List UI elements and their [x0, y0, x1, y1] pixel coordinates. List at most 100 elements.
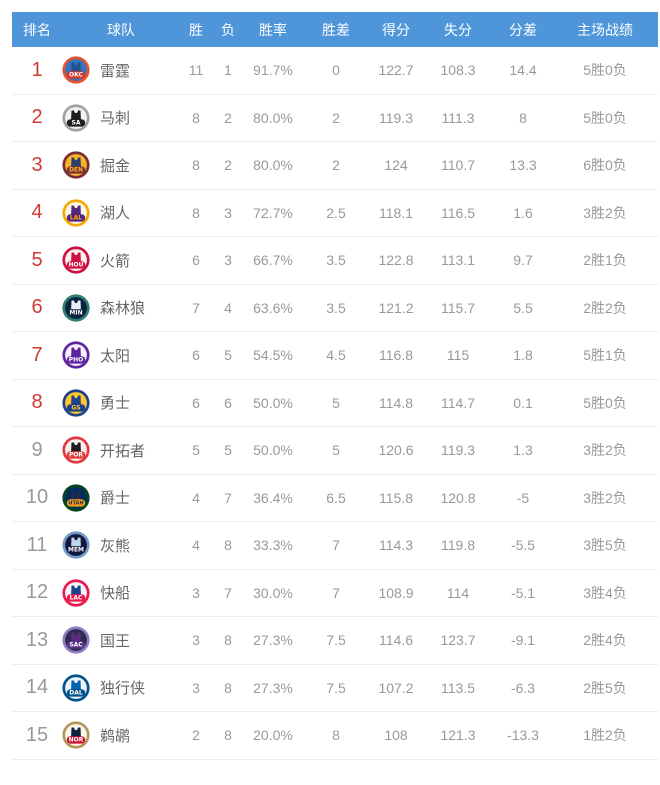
points-for-value: 107.2: [378, 679, 414, 696]
team-cell[interactable]: UTAH 爵士: [62, 484, 180, 512]
svg-text:DEN: DEN: [69, 167, 83, 174]
team-name[interactable]: 开拓者: [100, 442, 146, 460]
home-record-value: 2胜2负: [583, 299, 627, 316]
team-cell[interactable]: OKC 雷霆: [62, 56, 180, 84]
team-name[interactable]: 独行侠: [100, 680, 146, 698]
losses-value: 5: [224, 442, 232, 459]
team-name[interactable]: 马刺: [100, 110, 131, 128]
svg-text:SAC: SAC: [69, 642, 83, 649]
team-name[interactable]: 湖人: [100, 205, 131, 223]
column-header-games-behind: 胜差: [322, 21, 350, 38]
team-name[interactable]: 国王: [100, 632, 131, 650]
point-diff-value: 1.8: [513, 347, 533, 364]
team-cell[interactable]: GS 勇士: [62, 389, 180, 417]
wins-value: 7: [192, 299, 200, 316]
team-logo-icon: UTAH: [62, 484, 90, 512]
rank-value: 4: [31, 201, 43, 224]
team-name[interactable]: 鹈鹕: [100, 727, 131, 745]
games-behind-value: 7.5: [326, 632, 346, 649]
rank-value: 1: [31, 58, 43, 81]
team-cell[interactable]: SA 马刺: [62, 104, 180, 132]
points-against-value: 113.5: [441, 679, 475, 696]
team-name[interactable]: 掘金: [100, 157, 131, 175]
losses-value: 2: [224, 157, 232, 174]
standings-row: 1 OKC 雷霆 11 1 91.7% 0 122.7 108.3 14.4 5胜0负: [12, 47, 658, 95]
point-diff-value: -5.5: [510, 537, 536, 554]
team-name[interactable]: 快船: [100, 585, 131, 603]
column-header-points-for: 得分: [382, 21, 410, 38]
team-cell[interactable]: NOR 鹈鹕: [62, 721, 180, 749]
team-logo-icon: GS: [62, 389, 90, 417]
win-pct-value: 63.6%: [253, 299, 293, 316]
standings-row: 7 PHO 太阳 6 5 54.5% 4.5 116.8 115 1.8 5胜1负: [12, 332, 658, 380]
team-name[interactable]: 灰熊: [100, 537, 131, 555]
games-behind-value: 5: [332, 442, 340, 459]
team-cell[interactable]: HOU 火箭: [62, 246, 180, 274]
win-pct-value: 91.7%: [253, 62, 293, 79]
standings-row: 12 LAC 快船 3 7 30.0% 7 108.9 114 -5.1 3胜4负: [12, 569, 658, 617]
team-cell[interactable]: SAC 国王: [62, 626, 180, 654]
point-diff-value: -6.3: [510, 679, 536, 696]
home-record-value: 1胜2负: [583, 727, 627, 744]
point-diff-value: 5.5: [513, 299, 533, 316]
points-against-value: 111.3: [441, 109, 475, 126]
wins-value: 3: [192, 632, 200, 649]
rank-value: 12: [25, 581, 49, 604]
home-record-value: 2胜5负: [583, 679, 627, 696]
home-record-value: 5胜0负: [583, 62, 627, 79]
win-pct-value: 54.5%: [253, 347, 293, 364]
losses-value: 7: [224, 489, 232, 506]
standings-row: 14 DAL 独行侠 3 8 27.3% 7.5 107.2 113.5 -6.3 2胜5负: [12, 664, 658, 712]
team-name[interactable]: 森林狼: [100, 300, 146, 318]
wins-value: 4: [192, 537, 200, 554]
games-behind-value: 2.5: [326, 204, 346, 221]
losses-value: 2: [224, 109, 232, 126]
team-logo-icon: MEM: [62, 531, 90, 559]
team-cell[interactable]: DAL 独行侠: [62, 674, 180, 702]
rank-value: 5: [31, 248, 43, 271]
team-cell[interactable]: MEM 灰熊: [62, 531, 180, 559]
svg-text:PHO: PHO: [69, 357, 84, 364]
point-diff-value: 8: [519, 109, 527, 126]
team-cell[interactable]: POR 开拓者: [62, 436, 180, 464]
team-name[interactable]: 雷霆: [100, 62, 131, 80]
point-diff-value: 9.7: [513, 252, 533, 269]
svg-text:GS: GS: [71, 404, 80, 411]
home-record-value: 5胜1负: [583, 347, 627, 364]
home-record-value: 6胜0负: [583, 157, 627, 174]
rank-value: 15: [25, 723, 49, 746]
points-against-value: 113.1: [441, 252, 475, 269]
wins-value: 3: [192, 679, 200, 696]
home-record-value: 3胜2负: [583, 442, 627, 459]
team-logo-icon: SAC: [62, 626, 90, 654]
standings-row: 11 MEM 灰熊 4 8 33.3% 7 114.3 119.8 -5.5 3胜5负: [12, 522, 658, 570]
column-header-win-pct: 胜率: [259, 21, 287, 38]
team-cell[interactable]: PHO 太阳: [62, 341, 180, 369]
team-cell[interactable]: DEN 掘金: [62, 151, 180, 179]
svg-text:OKC: OKC: [69, 72, 83, 79]
team-name[interactable]: 勇士: [100, 395, 131, 413]
team-cell[interactable]: LAC 快船: [62, 579, 180, 607]
rank-value: 13: [25, 628, 49, 651]
standings-row: 4 LAL 湖人 8 3 72.7% 2.5 118.1 116.5 1.6 3胜2负: [12, 189, 658, 237]
point-diff-value: -5.1: [510, 584, 536, 601]
losses-value: 3: [224, 204, 232, 221]
losses-value: 6: [224, 394, 232, 411]
wins-value: 11: [188, 62, 204, 79]
team-logo-icon: PHO: [62, 341, 90, 369]
team-name[interactable]: 火箭: [100, 252, 131, 270]
standings-row: 6 MIN 森林狼 7 4 63.6% 3.5 121.2 115.7 5.5 2胜2负: [12, 284, 658, 332]
point-diff-value: 13.3: [509, 157, 537, 174]
svg-text:LAL: LAL: [70, 214, 82, 221]
home-record-value: 3胜2负: [583, 204, 627, 221]
points-for-value: 122.8: [378, 252, 414, 269]
points-for-value: 108: [384, 727, 408, 744]
standings-row: 9 POR 开拓者 5 5 50.0% 5 120.6 119.3 1.3 3胜2负: [12, 427, 658, 475]
team-cell[interactable]: MIN 森林狼: [62, 294, 180, 322]
team-name[interactable]: 太阳: [100, 347, 131, 365]
standings-table: 排名 球队 胜 负 胜率 胜差 得分 失分 分差 主场战绩 1 OKC 雷霆 11 1 9…: [12, 12, 658, 760]
games-behind-value: 3.5: [326, 252, 346, 269]
team-name[interactable]: 爵士: [100, 490, 131, 508]
team-cell[interactable]: LAL 湖人: [62, 199, 180, 227]
svg-text:UTAH: UTAH: [68, 500, 83, 506]
